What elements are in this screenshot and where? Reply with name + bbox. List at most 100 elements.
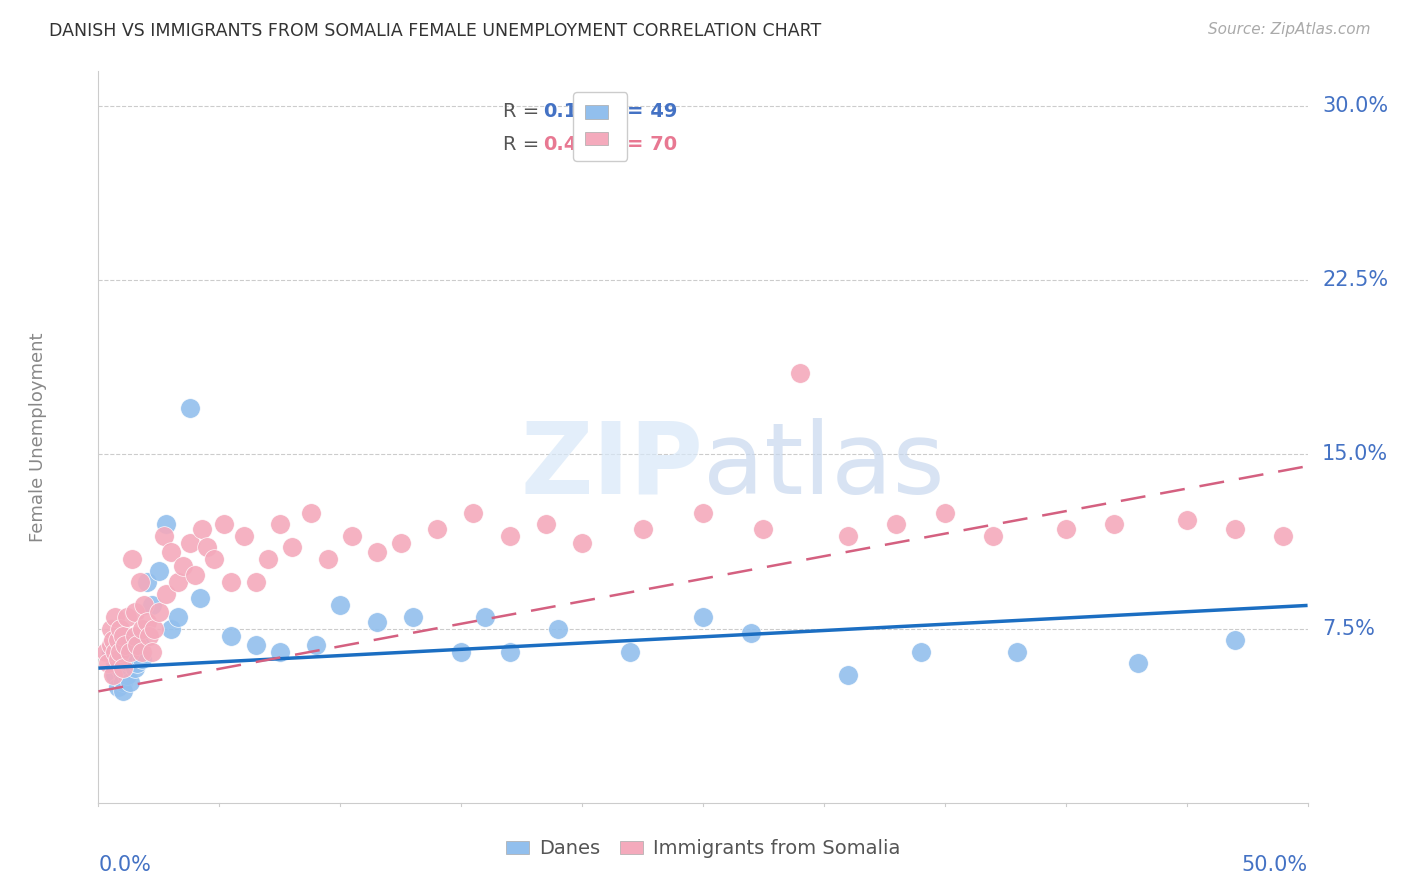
Point [1223, 633, 1246, 648]
Point [256, 552, 278, 566]
Point [127, 638, 149, 652]
Point [886, 517, 908, 532]
Text: 0.486: 0.486 [543, 135, 605, 154]
Point [450, 645, 472, 659]
Point [100, 638, 122, 652]
Point [910, 645, 932, 659]
Text: 7.5%: 7.5% [1322, 619, 1375, 639]
Point [121, 633, 143, 648]
Point [167, 610, 190, 624]
Point [571, 535, 593, 549]
Point [299, 506, 322, 520]
Point [128, 638, 150, 652]
Point [124, 606, 146, 620]
Point [342, 529, 364, 543]
Point [124, 645, 146, 659]
Point [188, 591, 211, 606]
Point [245, 638, 267, 652]
Point [121, 552, 143, 566]
Point [108, 661, 131, 675]
Point [104, 610, 127, 624]
Text: Source: ZipAtlas.com: Source: ZipAtlas.com [1208, 22, 1371, 37]
Point [114, 645, 136, 659]
Point [111, 629, 134, 643]
Text: Female Unemployment: Female Unemployment [30, 333, 46, 541]
Point [135, 615, 157, 629]
Point [212, 517, 235, 532]
Point [195, 541, 218, 555]
Point [152, 529, 174, 543]
Point [1007, 645, 1029, 659]
Point [124, 661, 146, 675]
Point [101, 633, 124, 648]
Point [1128, 657, 1150, 671]
Point [117, 668, 139, 682]
Point [118, 675, 141, 690]
Point [498, 529, 520, 543]
Point [498, 645, 520, 659]
Text: 15.0%: 15.0% [1322, 444, 1388, 465]
Point [127, 657, 149, 671]
Point [134, 599, 156, 613]
Text: 50.0%: 50.0% [1241, 855, 1308, 875]
Point [366, 615, 388, 629]
Point [94, 645, 117, 659]
Text: 0.0%: 0.0% [98, 855, 152, 875]
Point [402, 610, 425, 624]
Point [108, 622, 131, 636]
Text: 30.0%: 30.0% [1322, 96, 1388, 116]
Text: R =: R = [503, 135, 546, 154]
Point [179, 535, 201, 549]
Point [131, 652, 153, 666]
Point [160, 545, 183, 559]
Point [100, 645, 122, 659]
Point [167, 575, 190, 590]
Point [329, 599, 352, 613]
Text: DANISH VS IMMIGRANTS FROM SOMALIA FEMALE UNEMPLOYMENT CORRELATION CHART: DANISH VS IMMIGRANTS FROM SOMALIA FEMALE… [49, 22, 821, 40]
Point [172, 558, 194, 573]
Point [221, 629, 243, 643]
Point [389, 535, 412, 549]
Point [124, 629, 146, 643]
Point [269, 645, 291, 659]
Point [547, 622, 569, 636]
Point [837, 529, 859, 543]
Point [107, 680, 129, 694]
Point [143, 622, 166, 636]
Point [269, 517, 291, 532]
Point [107, 633, 129, 648]
Point [104, 657, 127, 671]
Point [1102, 517, 1125, 532]
Point [752, 522, 775, 536]
Point [118, 657, 141, 671]
Point [128, 575, 150, 590]
Point [111, 657, 134, 671]
Text: ZIP: ZIP [520, 417, 703, 515]
Point [111, 661, 134, 675]
Point [131, 622, 153, 636]
Text: 0.136: 0.136 [543, 102, 605, 121]
Point [474, 610, 496, 624]
Point [1272, 529, 1295, 543]
Point [692, 506, 714, 520]
Point [155, 587, 177, 601]
Point [141, 599, 163, 613]
Point [104, 668, 127, 682]
Point [789, 366, 811, 380]
Point [534, 517, 557, 532]
Point [1175, 512, 1198, 526]
Point [97, 657, 120, 671]
Point [111, 668, 134, 682]
Point [141, 645, 163, 659]
Point [118, 645, 141, 659]
Point [111, 684, 134, 698]
Point [108, 645, 131, 659]
Point [316, 552, 339, 566]
Point [1054, 522, 1077, 536]
Point [104, 645, 127, 659]
Point [191, 522, 214, 536]
Point [692, 610, 714, 624]
Point [981, 529, 1004, 543]
Point [108, 652, 131, 666]
Text: 22.5%: 22.5% [1322, 270, 1388, 290]
